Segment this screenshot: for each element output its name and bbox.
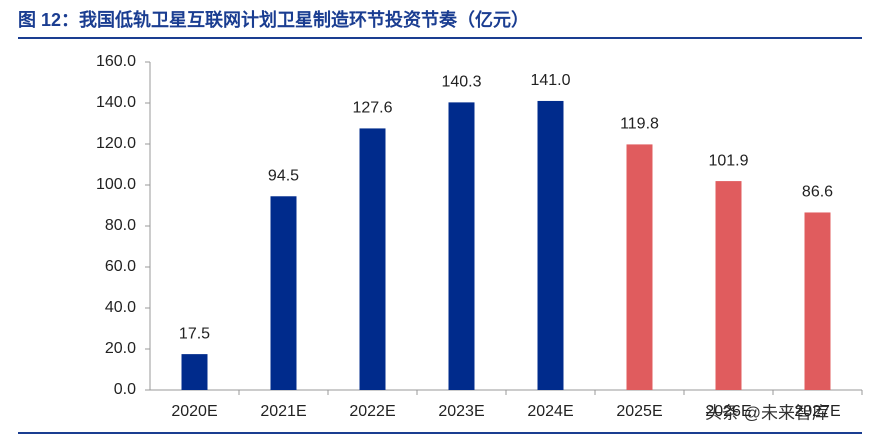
- x-tick-label: 2020E: [171, 403, 217, 420]
- bar: [626, 144, 653, 390]
- bar: [715, 181, 742, 390]
- y-tick-label: 20.0: [105, 340, 136, 357]
- value-label: 86.6: [802, 184, 833, 201]
- x-tick-label: 2027E: [794, 403, 840, 420]
- y-tick-label: 80.0: [105, 217, 136, 234]
- x-tick-label: 2026E: [705, 403, 751, 420]
- bar: [181, 354, 208, 390]
- bar: [804, 212, 831, 390]
- bar: [537, 100, 564, 390]
- bar: [448, 102, 475, 390]
- y-tick-label: 0.0: [114, 381, 136, 398]
- y-tick-label: 100.0: [96, 176, 136, 193]
- x-tick-label: 2025E: [616, 403, 662, 420]
- value-label: 101.9: [708, 152, 748, 169]
- value-label: 119.8: [620, 116, 659, 133]
- value-label: 140.3: [441, 74, 481, 91]
- y-tick-label: 40.0: [105, 299, 136, 316]
- bar: [359, 128, 386, 391]
- y-tick-label: 60.0: [105, 258, 136, 275]
- value-label: 127.6: [352, 100, 392, 117]
- value-label: 141.0: [530, 72, 570, 89]
- x-tick-label: 2021E: [260, 403, 306, 420]
- y-tick-label: 140.0: [96, 94, 136, 111]
- chart-title: 图 12：我国低轨卫星互联网计划卫星制造环节投资节奏（亿元）: [18, 9, 529, 30]
- bar: [270, 196, 297, 390]
- x-tick-label: 2022E: [349, 403, 395, 420]
- watermark: 头条 @未来智库: [705, 403, 829, 422]
- x-tick-label: 2024E: [527, 403, 573, 420]
- y-tick-label: 160.0: [96, 53, 136, 70]
- value-label: 17.5: [179, 325, 210, 342]
- y-tick-label: 120.0: [96, 135, 136, 152]
- value-label: 94.5: [268, 167, 299, 184]
- x-tick-label: 2023E: [438, 403, 484, 420]
